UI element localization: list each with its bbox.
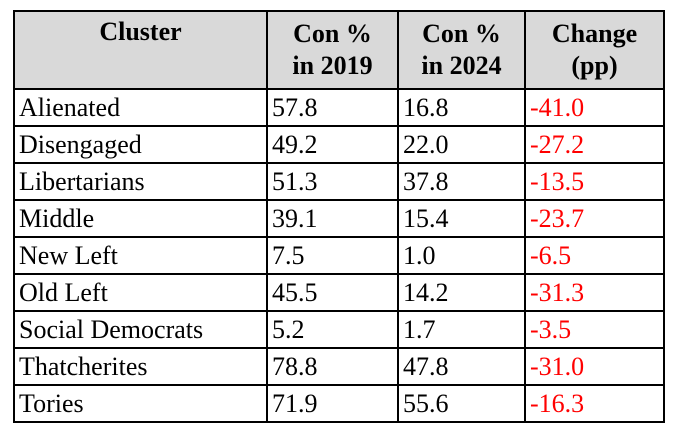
cell-cluster: Thatcherites: [13, 347, 268, 386]
header-con-2019-line1: Con %: [293, 19, 372, 48]
cell-change: -23.7: [524, 199, 665, 238]
cell-cluster: Old Left: [13, 273, 268, 312]
cell-change: -41.0: [524, 88, 665, 127]
header-row: Cluster Con % in 2019 Con % in 2024 Chan…: [13, 10, 665, 90]
header-con-2019-line2: in 2019: [292, 51, 373, 80]
header-con-2024-line1: Con %: [422, 19, 501, 48]
cell-con-2019: 51.3: [266, 162, 399, 201]
cell-con-2019: 45.5: [266, 273, 399, 312]
cell-cluster: Libertarians: [13, 162, 268, 201]
cell-con-2024: 16.8: [397, 88, 526, 127]
cell-cluster: Middle: [13, 199, 268, 238]
cell-con-2024: 1.7: [397, 310, 526, 349]
cell-con-2019: 49.2: [266, 125, 399, 164]
cell-change: -3.5: [524, 310, 665, 349]
cell-cluster: Tories: [13, 384, 268, 423]
header-con-2019: Con % in 2019: [266, 10, 399, 90]
cell-change: -31.3: [524, 273, 665, 312]
header-cluster: Cluster: [13, 10, 268, 90]
cell-con-2024: 22.0: [397, 125, 526, 164]
table-row: Libertarians 51.3 37.8 -13.5: [13, 162, 665, 201]
cell-con-2024: 55.6: [397, 384, 526, 423]
table-row: Thatcherites 78.8 47.8 -31.0: [13, 347, 665, 386]
table-header: Cluster Con % in 2019 Con % in 2024 Chan…: [13, 10, 665, 90]
cell-change: -6.5: [524, 236, 665, 275]
table-row: Tories 71.9 55.6 -16.3: [13, 384, 665, 423]
cell-change: -13.5: [524, 162, 665, 201]
header-con-2024: Con % in 2024: [397, 10, 526, 90]
table-body: Alienated 57.8 16.8 -41.0 Disengaged 49.…: [13, 88, 665, 423]
cell-cluster: Alienated: [13, 88, 268, 127]
cell-con-2019: 78.8: [266, 347, 399, 386]
cell-cluster: New Left: [13, 236, 268, 275]
cell-change: -31.0: [524, 347, 665, 386]
table-row: Disengaged 49.2 22.0 -27.2: [13, 125, 665, 164]
cell-con-2024: 15.4: [397, 199, 526, 238]
cell-con-2024: 37.8: [397, 162, 526, 201]
table-row: Social Democrats 5.2 1.7 -3.5: [13, 310, 665, 349]
header-cluster-label: Cluster: [99, 17, 182, 46]
cell-cluster: Disengaged: [13, 125, 268, 164]
header-change-line1: Change: [551, 19, 638, 48]
cell-con-2019: 7.5: [266, 236, 399, 275]
header-change: Change (pp): [524, 10, 665, 90]
cell-con-2019: 57.8: [266, 88, 399, 127]
table-row: Alienated 57.8 16.8 -41.0: [13, 88, 665, 127]
cell-change: -16.3: [524, 384, 665, 423]
cell-con-2019: 39.1: [266, 199, 399, 238]
cell-con-2019: 5.2: [266, 310, 399, 349]
cell-con-2024: 1.0: [397, 236, 526, 275]
header-con-2024-line2: in 2024: [421, 51, 502, 80]
cell-con-2024: 14.2: [397, 273, 526, 312]
cell-con-2019: 71.9: [266, 384, 399, 423]
header-change-line2: (pp): [571, 51, 618, 80]
table-row: Middle 39.1 15.4 -23.7: [13, 199, 665, 238]
cell-con-2024: 47.8: [397, 347, 526, 386]
table-row: Old Left 45.5 14.2 -31.3: [13, 273, 665, 312]
cell-change: -27.2: [524, 125, 665, 164]
data-table: Cluster Con % in 2019 Con % in 2024 Chan…: [13, 10, 665, 423]
cell-cluster: Social Democrats: [13, 310, 268, 349]
table-row: New Left 7.5 1.0 -6.5: [13, 236, 665, 275]
